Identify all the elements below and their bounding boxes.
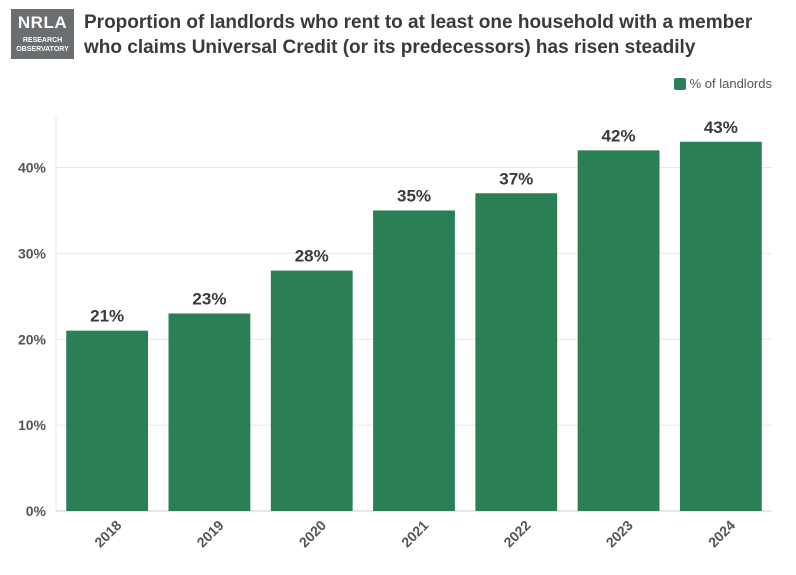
y-tick-label: 20% (18, 331, 47, 347)
legend-swatch (673, 77, 686, 90)
x-tick-label-2024: 2024 (705, 517, 738, 550)
bar-2022 (475, 193, 558, 512)
bar-2018 (66, 330, 149, 511)
bar-layer (66, 141, 762, 512)
bar-2020 (270, 270, 353, 511)
x-tick-label-2020: 2020 (296, 517, 329, 550)
bar-2023 (577, 150, 660, 511)
data-label-2022: 37% (499, 169, 533, 188)
axis-layer: 0% 10% 20% 30% 40% 2018 2019 2020 2021 2022 2023 20… (18, 160, 738, 551)
label-layer: 21% 23% 28% 35% 37% 42% 43% (90, 118, 738, 326)
x-tick-label-2019: 2019 (193, 517, 226, 550)
chart-title-line2: who claims Universal Credit (or its pred… (84, 37, 696, 58)
bar-2024 (679, 141, 762, 511)
chart-title: Proportion of landlords who rent to at l… (84, 10, 784, 60)
y-tick-label: 40% (18, 160, 47, 176)
x-tick-label-2018: 2018 (91, 517, 124, 550)
data-label-2018: 21% (90, 307, 124, 326)
data-label-2020: 28% (295, 247, 329, 266)
legend: % of landlords (673, 76, 772, 91)
y-tick-label: 10% (18, 417, 47, 433)
legend-label: % of landlords (689, 76, 772, 91)
logo-subtitle-line1: RESEARCH (22, 37, 63, 44)
data-label-2019: 23% (192, 290, 226, 309)
x-tick-label-2023: 2023 (603, 517, 636, 550)
bar-2021 (373, 210, 455, 511)
data-label-2023: 42% (602, 126, 636, 145)
chart-title-line1: Proportion of landlords who rent to at l… (84, 12, 753, 33)
logo-wordmark: NRLA (17, 13, 68, 32)
bar-2019 (168, 313, 251, 511)
logo-subtitle: RESEARCH OBSERVATORY (11, 36, 74, 54)
x-tick-label-2021: 2021 (398, 517, 431, 550)
y-tick-label: 0% (26, 503, 47, 519)
x-tick-label-2022: 2022 (500, 517, 533, 550)
data-label-2024: 43% (704, 118, 738, 137)
nrla-logo: NRLA RESEARCH OBSERVATORY (11, 9, 74, 59)
logo-subtitle-line2: OBSERVATORY (16, 46, 69, 53)
data-label-2021: 35% (397, 186, 431, 205)
y-tick-label: 30% (18, 245, 47, 261)
